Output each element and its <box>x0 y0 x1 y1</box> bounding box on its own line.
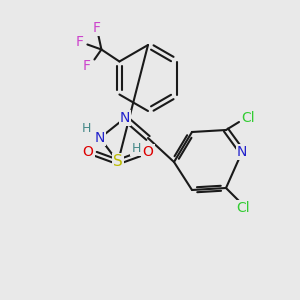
Text: O: O <box>82 145 93 159</box>
Text: F: F <box>75 34 83 49</box>
Text: Cl: Cl <box>236 201 250 215</box>
Text: F: F <box>92 20 101 34</box>
Text: N: N <box>237 145 247 159</box>
Text: Cl: Cl <box>241 111 255 125</box>
Text: N: N <box>95 131 105 145</box>
Text: H: H <box>81 122 91 134</box>
Text: N: N <box>120 111 130 125</box>
Text: S: S <box>113 154 123 169</box>
Text: H: H <box>131 142 141 154</box>
Text: O: O <box>142 145 153 159</box>
Text: F: F <box>82 58 90 73</box>
